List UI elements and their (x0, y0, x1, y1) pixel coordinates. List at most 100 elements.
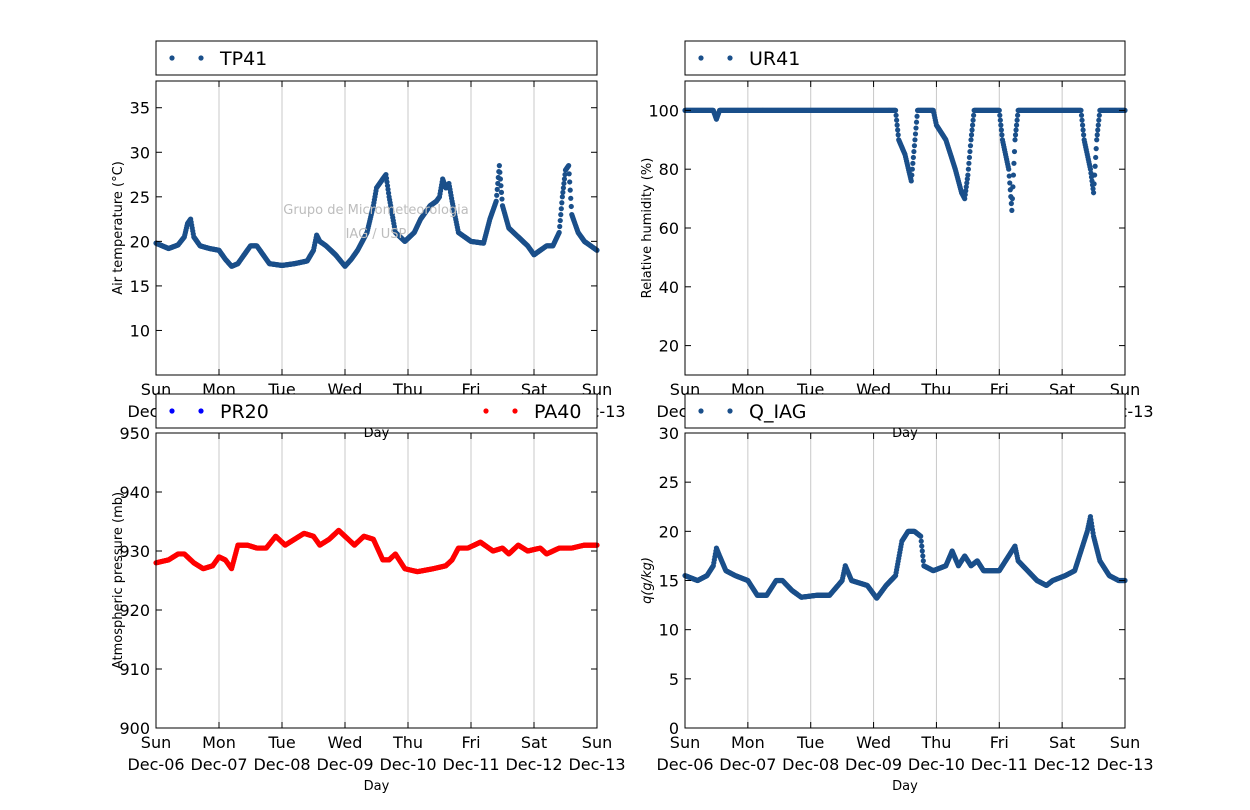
data-point (1079, 122, 1086, 128)
x-axis-label: Day (364, 779, 390, 794)
watermark: Grupo de Micrometeorologia IAG / USP (283, 203, 469, 242)
data-point (910, 160, 916, 166)
data-point (967, 143, 974, 149)
data-point (998, 127, 1004, 133)
panel-pressure: 900 910 920 930 940 950 Sun Dec-06 Mon Dec-07 Tue D… (111, 393, 626, 794)
xtick-label-date: Dec-11 (971, 755, 1028, 774)
legend-marker (698, 408, 704, 414)
legend-label: Q_IAG (749, 401, 806, 423)
data-point (1010, 184, 1016, 190)
data-point (557, 223, 563, 230)
y-axis-label: q(g/kg) (640, 557, 655, 604)
ytick-label: 940 (119, 483, 150, 502)
data-point (566, 171, 572, 177)
ytick-label: 80 (659, 160, 679, 179)
data-point (568, 203, 574, 210)
y-axis-label: Relative humidity (%) (640, 158, 655, 299)
xtick-label-day: Tue (267, 733, 295, 752)
data-point (908, 178, 914, 184)
data-point (559, 200, 565, 206)
data-point (494, 186, 500, 192)
data-point (962, 196, 968, 202)
series-q-iag (682, 513, 1128, 601)
data-point (560, 185, 567, 191)
data-point (558, 212, 564, 218)
legend-marker (198, 408, 204, 414)
data-point (914, 113, 920, 119)
ytick-label: 15 (130, 277, 150, 296)
data-point (919, 543, 925, 549)
data-point (895, 127, 901, 133)
data-point (1094, 132, 1100, 138)
legend-marker (198, 55, 204, 61)
ytick-label: 920 (119, 601, 150, 620)
xtick-label-date: Dec-13 (568, 755, 625, 774)
ytick-label: 60 (659, 219, 679, 238)
data-point (560, 189, 566, 195)
data-point (1009, 207, 1015, 213)
ytick-label: 20 (130, 232, 150, 251)
xtick-label-day: Thu (392, 733, 423, 752)
data-point (1090, 190, 1097, 196)
xtick-label-date: Dec-12 (1034, 755, 1091, 774)
data-point (1012, 137, 1018, 143)
data-point (919, 548, 925, 554)
data-point (566, 163, 572, 169)
data-point (1095, 122, 1101, 128)
data-point (997, 117, 1003, 123)
data-point (970, 117, 976, 123)
ytick-label: 950 (119, 424, 150, 443)
xtick-label-date: Dec-07 (190, 755, 247, 774)
xtick-label-date: Dec-08 (253, 755, 310, 774)
data-point (1006, 166, 1012, 172)
data-point (1078, 112, 1085, 118)
data-point (1092, 172, 1098, 178)
xtick-label-day: Tue (796, 733, 824, 752)
xtick-label-day: Sun (1110, 733, 1140, 752)
ytick-label: 100 (648, 101, 679, 120)
xtick-label-day: Sat (1049, 733, 1075, 752)
watermark-line1: Grupo de Micrometeorologia (283, 203, 469, 218)
data-point (1078, 107, 1084, 113)
data-point (562, 171, 568, 178)
data-point (1011, 160, 1017, 166)
data-point (556, 229, 562, 236)
xtick-label-day: Sun (670, 733, 700, 752)
ytick-label: 5 (669, 670, 679, 689)
ytick-label: 10 (130, 321, 150, 340)
data-point (497, 176, 503, 182)
panel-specific-humidity: 0 5 10 15 20 25 30 Sun Dec-06 Mon Dec-07 Tue Dec-08 W… (640, 393, 1154, 794)
data-point (561, 176, 568, 182)
legend-marker (727, 408, 733, 414)
ytick-label: 910 (119, 660, 150, 679)
data-point (964, 180, 970, 186)
xtick-label-date: Dec-09 (316, 755, 373, 774)
data-point (1014, 117, 1020, 123)
data-point (1094, 137, 1100, 143)
data-point (894, 122, 900, 128)
data-point (1015, 112, 1021, 118)
x-axis-label: Day (892, 779, 918, 794)
data-point (1092, 163, 1098, 169)
data-point (1093, 146, 1099, 152)
xtick-label-day: Thu (920, 733, 951, 752)
xtick-label-day: Fri (461, 733, 480, 752)
data-point (963, 188, 969, 194)
legend-box (684, 40, 1126, 76)
ytick-label: 930 (119, 542, 150, 561)
data-point (1091, 181, 1097, 187)
data-point (1009, 196, 1015, 202)
legend-label: PA40 (534, 401, 581, 423)
data-point (911, 148, 917, 155)
data-point (1012, 132, 1019, 138)
data-point (1096, 112, 1102, 118)
data-point (892, 107, 899, 113)
data-point (497, 169, 503, 175)
watermark-line2: IAG / USP (346, 227, 407, 242)
ytick-label: 25 (130, 188, 150, 207)
data-point (567, 187, 573, 193)
data-point (968, 132, 975, 138)
data-point (912, 131, 919, 137)
xtick-label-date: Dec-10 (379, 755, 436, 774)
data-point (997, 112, 1003, 118)
